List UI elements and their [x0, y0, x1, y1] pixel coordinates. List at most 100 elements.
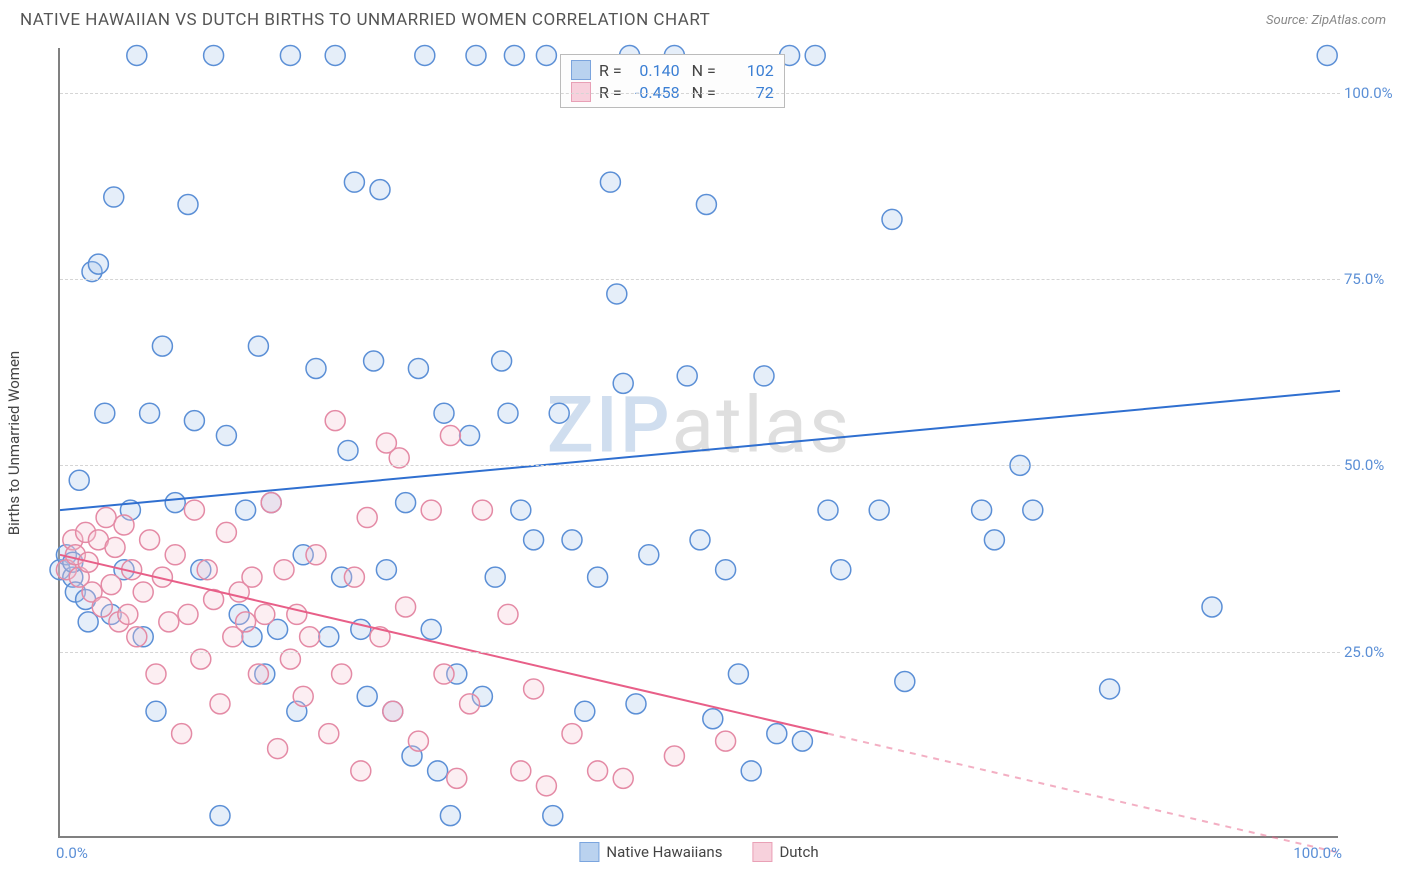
data-point: [716, 731, 736, 751]
data-point: [300, 627, 320, 647]
data-point: [127, 45, 147, 65]
data-point: [498, 403, 518, 423]
data-point: [96, 508, 116, 528]
data-point: [524, 530, 544, 550]
data-point: [421, 500, 441, 520]
data-point: [434, 403, 454, 423]
data-point: [140, 403, 160, 423]
data-point: [792, 731, 812, 751]
data-point: [972, 500, 992, 520]
data-point: [293, 686, 313, 706]
data-point: [274, 560, 294, 580]
data-point: [511, 500, 531, 520]
data-point: [575, 701, 595, 721]
data-point: [415, 45, 435, 65]
data-point: [184, 500, 204, 520]
data-point: [524, 679, 544, 699]
data-point: [118, 604, 138, 624]
data-point: [178, 195, 198, 215]
data-point: [364, 351, 384, 371]
data-point: [805, 45, 825, 65]
data-point: [306, 545, 326, 565]
data-point: [1100, 679, 1120, 699]
data-point: [536, 45, 556, 65]
data-point: [613, 373, 633, 393]
data-point: [613, 768, 633, 788]
data-point: [197, 560, 217, 580]
data-point: [696, 195, 716, 215]
data-point: [408, 358, 428, 378]
data-point: [319, 627, 339, 647]
data-point: [460, 694, 480, 714]
y-tick-label: 50.0%: [1338, 456, 1388, 474]
data-point: [146, 701, 166, 721]
data-point: [492, 351, 512, 371]
data-point: [216, 522, 236, 542]
trend-line-extrapolated: [828, 734, 1340, 853]
x-tick-left: 0.0%: [56, 844, 88, 862]
gridline: [60, 652, 1340, 653]
data-point: [728, 664, 748, 684]
data-point: [831, 560, 851, 580]
data-point: [152, 336, 172, 356]
data-point: [511, 761, 531, 781]
data-point: [95, 403, 115, 423]
data-point: [248, 336, 268, 356]
data-point: [408, 731, 428, 751]
data-point: [536, 776, 556, 796]
x-tick-right: 100.0%: [1293, 844, 1342, 862]
data-point: [101, 575, 121, 595]
data-point: [543, 806, 563, 826]
data-point: [133, 582, 153, 602]
data-point: [1317, 45, 1337, 65]
data-point: [159, 612, 179, 632]
data-point: [351, 761, 371, 781]
data-point: [754, 366, 774, 386]
data-point: [562, 724, 582, 744]
data-point: [204, 45, 224, 65]
data-point: [882, 209, 902, 229]
data-point: [332, 664, 352, 684]
data-point: [248, 664, 268, 684]
legend-swatch: [571, 60, 591, 80]
chart-source: Source: ZipAtlas.com: [1266, 13, 1386, 28]
legend-series-label: Dutch: [779, 843, 818, 861]
data-point: [549, 403, 569, 423]
data-point: [440, 426, 460, 446]
data-point: [664, 746, 684, 766]
data-point: [127, 627, 147, 647]
data-point: [607, 284, 627, 304]
y-axis-title: Births to Unmarried Women: [5, 351, 23, 535]
legend-swatch: [752, 842, 772, 862]
data-point: [236, 612, 256, 632]
data-point: [165, 493, 185, 513]
data-point: [344, 567, 364, 587]
gridline: [60, 279, 1340, 280]
data-point: [818, 500, 838, 520]
data-point: [460, 426, 480, 446]
data-point: [869, 500, 889, 520]
data-point: [440, 806, 460, 826]
data-point: [338, 440, 358, 460]
data-point: [396, 493, 416, 513]
data-point: [383, 701, 403, 721]
data-point: [357, 686, 377, 706]
data-point: [588, 761, 608, 781]
data-point: [370, 180, 390, 200]
data-point: [895, 671, 915, 691]
data-point: [376, 560, 396, 580]
data-point: [434, 664, 454, 684]
data-point: [92, 597, 112, 617]
legend-stats-row: R =0.140N =102: [571, 59, 774, 81]
legend-swatch: [579, 842, 599, 862]
data-point: [485, 567, 505, 587]
trend-line: [60, 391, 1340, 510]
legend-series-item: Native Hawaiians: [579, 842, 722, 862]
chart-container: Births to Unmarried Women ZIPatlas R =0.…: [58, 48, 1388, 838]
r-label: R =: [599, 61, 622, 80]
data-point: [172, 724, 192, 744]
n-label: N =: [692, 61, 716, 80]
data-point: [216, 426, 236, 446]
data-point: [767, 724, 787, 744]
y-tick-label: 100.0%: [1338, 84, 1388, 102]
